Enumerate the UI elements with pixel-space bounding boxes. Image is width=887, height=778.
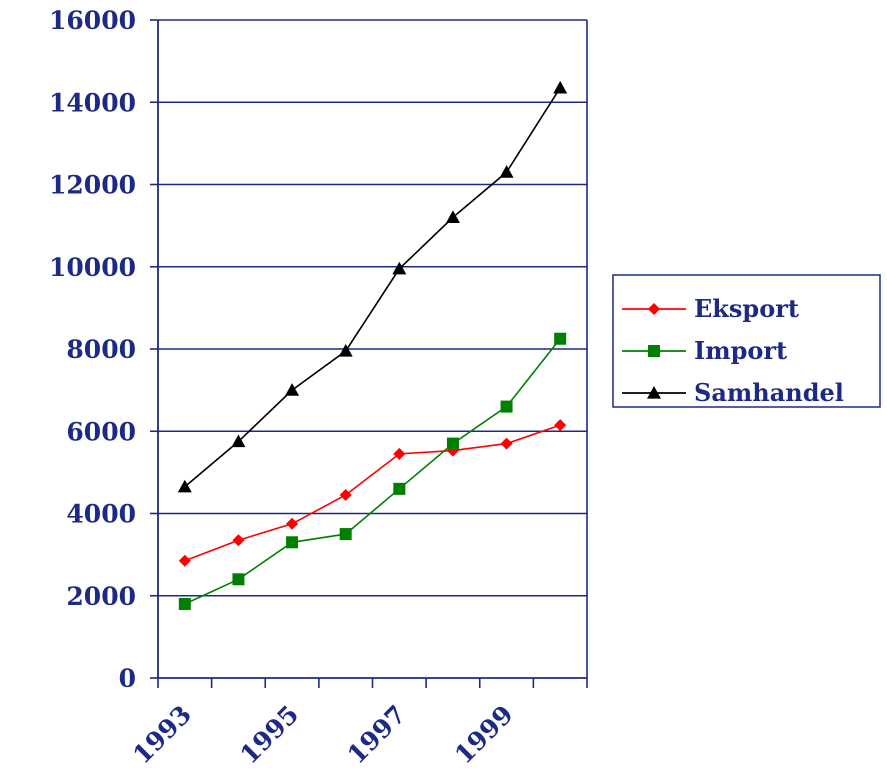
legend-label-samhandel: Samhandel [694, 378, 844, 407]
y-tick-label: 8000 [66, 335, 136, 364]
data-point-eksport [500, 437, 513, 450]
data-point-samhandel [392, 261, 407, 275]
data-point-eksport [178, 554, 191, 567]
data-point-samhandel [231, 434, 246, 448]
x-tick-label: 1993 [127, 700, 197, 770]
series-line-eksport [184, 424, 561, 562]
data-point-eksport [339, 488, 352, 501]
y-axis: 0 2000 4000 6000 8000 10000 12000 14000 16000 [49, 6, 159, 693]
y-tick-label: 16000 [49, 6, 136, 35]
x-tick-label: 1999 [449, 700, 519, 770]
series-line-import [184, 338, 561, 605]
data-point-samhandel [445, 210, 460, 223]
y-tick-label: 12000 [49, 171, 136, 200]
series-line-samhandel [184, 87, 561, 488]
data-point-samhandel [285, 383, 300, 396]
legend-marker-eksport [648, 303, 660, 315]
data-point-samhandel [499, 165, 514, 178]
series-lines [184, 87, 561, 605]
data-point-eksport [232, 534, 245, 547]
data-point-eksport [393, 447, 406, 460]
legend-marker-samhandel [647, 386, 661, 399]
data-point-import [554, 332, 567, 345]
y-tick-label: 0 [119, 664, 136, 693]
x-axis: 1993 1995 1997 1999 [127, 677, 588, 770]
data-point-import [500, 400, 513, 413]
data-point-import [178, 597, 191, 610]
data-point-import [393, 482, 406, 495]
data-point-import [286, 536, 299, 549]
data-point-samhandel [177, 479, 192, 493]
y-tick-label: 14000 [49, 88, 136, 117]
y-tick-label: 6000 [66, 417, 136, 446]
series-markers [177, 80, 568, 610]
data-point-import [339, 528, 352, 541]
data-point-eksport [286, 517, 299, 530]
legend-marker-import [648, 345, 660, 357]
legend-box [612, 274, 881, 408]
x-tick-label: 1995 [235, 700, 305, 770]
legend: Eksport Import Samhandel [612, 274, 881, 408]
y-tick-label: 4000 [66, 500, 136, 529]
x-tick-label: 1997 [342, 700, 412, 770]
legend-label-import: Import [694, 336, 787, 365]
y-tick-label: 2000 [66, 582, 136, 611]
data-point-import [446, 437, 459, 450]
data-point-import [232, 573, 245, 586]
legend-label-eksport: Eksport [694, 294, 799, 323]
data-point-samhandel [553, 80, 568, 94]
y-tick-label: 10000 [49, 253, 136, 282]
data-point-samhandel [338, 344, 353, 357]
gridlines [158, 19, 588, 678]
data-point-eksport [554, 419, 567, 432]
